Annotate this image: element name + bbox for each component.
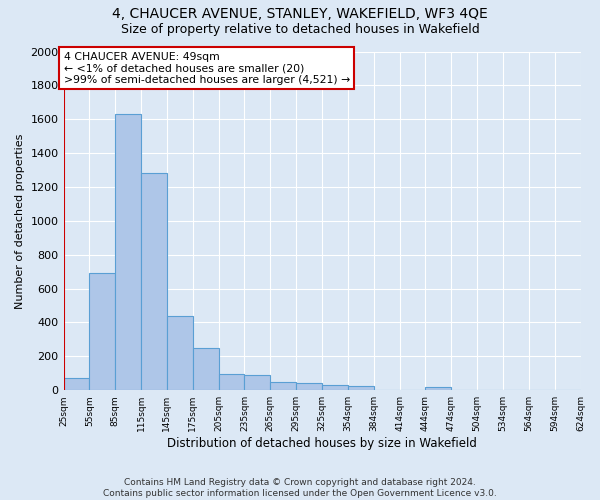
Text: 4 CHAUCER AVENUE: 49sqm
← <1% of detached houses are smaller (20)
>99% of semi-d: 4 CHAUCER AVENUE: 49sqm ← <1% of detache… — [64, 52, 350, 84]
Bar — [193, 348, 218, 390]
Bar — [115, 114, 141, 390]
Bar — [167, 316, 193, 390]
Bar — [296, 384, 322, 390]
Bar — [141, 172, 167, 390]
Bar — [244, 375, 271, 390]
Text: Contains HM Land Registry data © Crown copyright and database right 2024.
Contai: Contains HM Land Registry data © Crown c… — [103, 478, 497, 498]
X-axis label: Distribution of detached houses by size in Wakefield: Distribution of detached houses by size … — [167, 437, 477, 450]
Bar — [271, 382, 296, 390]
Bar — [425, 387, 451, 390]
Bar — [348, 386, 374, 390]
Bar — [322, 385, 348, 390]
Bar — [218, 374, 244, 390]
Bar — [89, 274, 115, 390]
Y-axis label: Number of detached properties: Number of detached properties — [15, 133, 25, 308]
Text: 4, CHAUCER AVENUE, STANLEY, WAKEFIELD, WF3 4QE: 4, CHAUCER AVENUE, STANLEY, WAKEFIELD, W… — [112, 8, 488, 22]
Bar — [64, 378, 89, 390]
Text: Size of property relative to detached houses in Wakefield: Size of property relative to detached ho… — [121, 22, 479, 36]
